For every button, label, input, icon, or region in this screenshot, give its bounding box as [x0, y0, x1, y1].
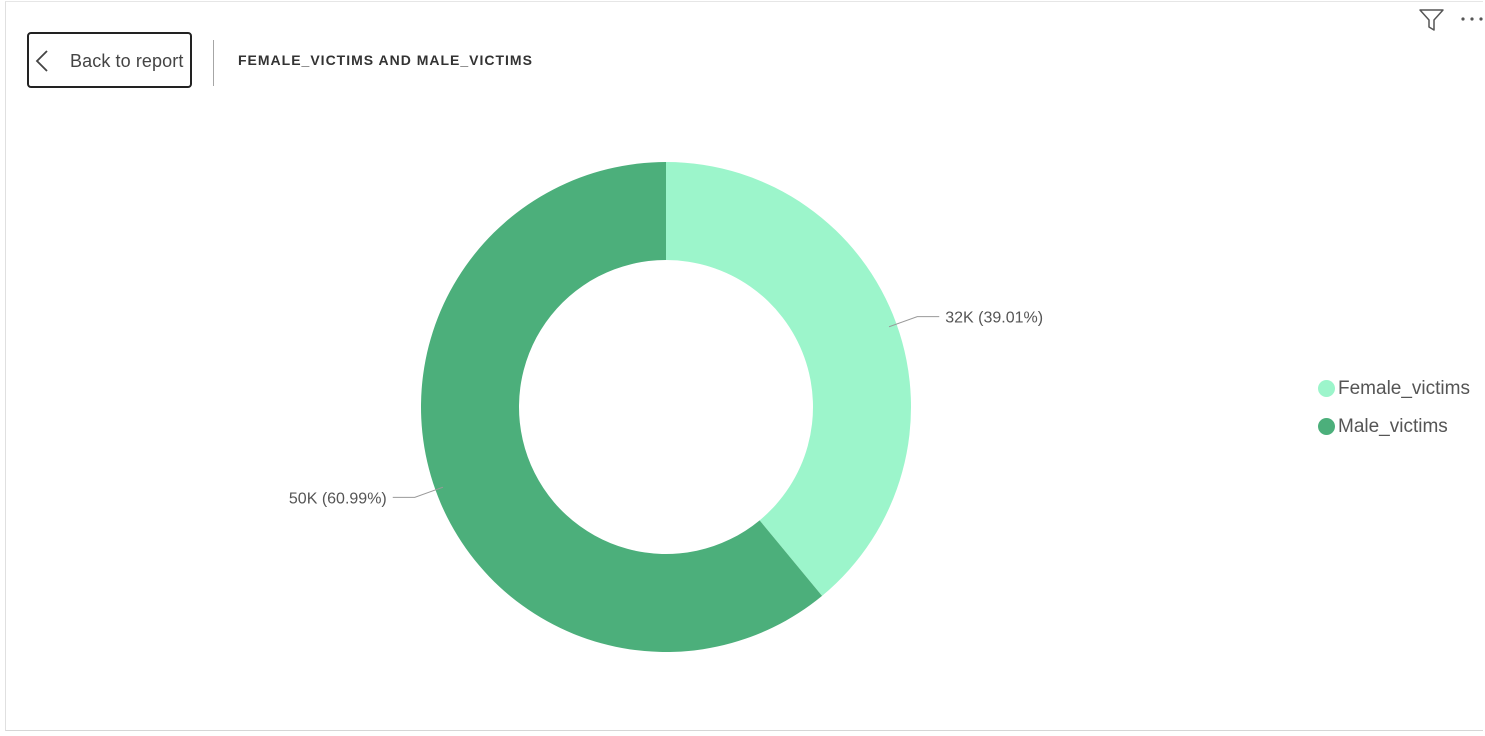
- visual-title: FEMALE_VICTIMS AND MALE_VICTIMS: [238, 52, 533, 68]
- legend-dot-female: [1318, 380, 1335, 397]
- donut-slice-male[interactable]: [420, 162, 823, 652]
- donut-slice-female[interactable]: [666, 162, 911, 596]
- data-label-female: 32K (39.01%): [945, 310, 1043, 327]
- leader-line-female: [888, 316, 940, 328]
- leader-line-male: [392, 486, 444, 498]
- more-options-icon[interactable]: [1459, 12, 1485, 26]
- back-to-report-button[interactable]: Back to report: [27, 32, 192, 88]
- chevron-left-icon: [35, 50, 48, 72]
- data-label-male: 50K (60.99%): [289, 490, 387, 507]
- header-divider: [213, 40, 214, 86]
- legend-label-male: Male_victims: [1338, 416, 1448, 437]
- back-to-report-label: Back to report: [70, 51, 184, 71]
- legend-dot-male: [1318, 418, 1335, 435]
- filter-icon[interactable]: [1418, 8, 1446, 32]
- legend-label-female: Female_victims: [1338, 378, 1470, 399]
